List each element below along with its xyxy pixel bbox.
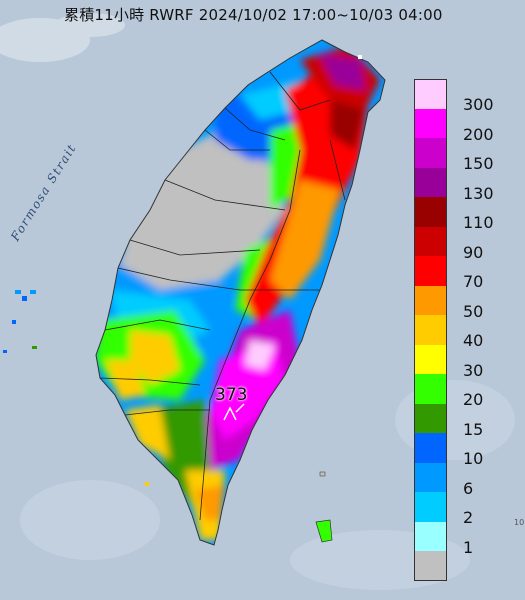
legend-swatch xyxy=(414,462,447,492)
legend-label: 15 xyxy=(463,419,484,439)
legend-swatch xyxy=(414,256,447,286)
legend-row: 130 xyxy=(414,167,512,203)
max-rain-marker xyxy=(223,403,245,421)
legend-row: 200 xyxy=(414,108,512,144)
corner-label: 10 xyxy=(514,518,525,527)
coastline xyxy=(95,39,386,546)
legend-row: 40 xyxy=(414,315,512,350)
legend-row: 10 xyxy=(414,433,512,468)
legend-label: 200 xyxy=(463,124,494,144)
legend-row: 15 xyxy=(414,403,512,439)
legend-row: 90 xyxy=(414,226,512,262)
county-boundaries xyxy=(99,71,346,521)
legend-swatch xyxy=(414,433,447,463)
legend-label: 150 xyxy=(463,154,494,173)
legend-row: 1 xyxy=(414,521,512,557)
legend-label: 70 xyxy=(463,272,484,291)
legend-row: 6 xyxy=(414,462,512,498)
legend-label: 2 xyxy=(463,508,474,527)
legend-swatch xyxy=(414,315,447,345)
legend-swatch xyxy=(414,403,447,433)
legend-swatch xyxy=(414,79,447,109)
legend-row: 110 xyxy=(414,197,512,232)
legend-swatch xyxy=(414,138,447,168)
max-value-label: 373 xyxy=(215,385,248,405)
legend-swatch xyxy=(414,285,447,315)
rainfall-legend: 300 200 150 130 110 90 70 50 40 30 20 15 10 6 2 1 xyxy=(414,79,512,581)
legend-swatch xyxy=(414,197,447,227)
legend-label: 30 xyxy=(463,360,484,380)
legend-row: 2 xyxy=(414,492,512,527)
legend-label: 1 xyxy=(463,537,474,557)
legend-label: 10 xyxy=(463,449,484,468)
legend-row xyxy=(414,551,512,581)
legend-swatch xyxy=(414,374,447,404)
legend-row: 50 xyxy=(414,285,512,321)
legend-label: 40 xyxy=(463,331,484,350)
legend-label: 90 xyxy=(463,242,484,262)
legend-label: 20 xyxy=(463,390,484,409)
legend-row: 300 xyxy=(414,79,512,114)
legend-label: 6 xyxy=(463,478,474,498)
legend-label: 50 xyxy=(463,301,484,321)
legend-swatch xyxy=(414,551,447,581)
legend-swatch xyxy=(414,108,447,138)
map-title: 累積11小時 RWRF 2024/10/02 17:00~10/03 04:00 xyxy=(64,6,443,24)
legend-label: 130 xyxy=(463,183,494,203)
legend-row: 150 xyxy=(414,138,512,173)
legend-label: 300 xyxy=(463,95,494,114)
legend-row: 70 xyxy=(414,256,512,291)
legend-swatch xyxy=(414,226,447,256)
legend-swatch xyxy=(414,344,447,374)
legend-label: 110 xyxy=(463,213,494,232)
legend-swatch xyxy=(414,167,447,197)
offshore-islands xyxy=(3,55,362,543)
legend-swatch xyxy=(414,521,447,551)
legend-row: 20 xyxy=(414,374,512,409)
legend-swatch xyxy=(414,492,447,522)
legend-row: 30 xyxy=(414,344,512,380)
